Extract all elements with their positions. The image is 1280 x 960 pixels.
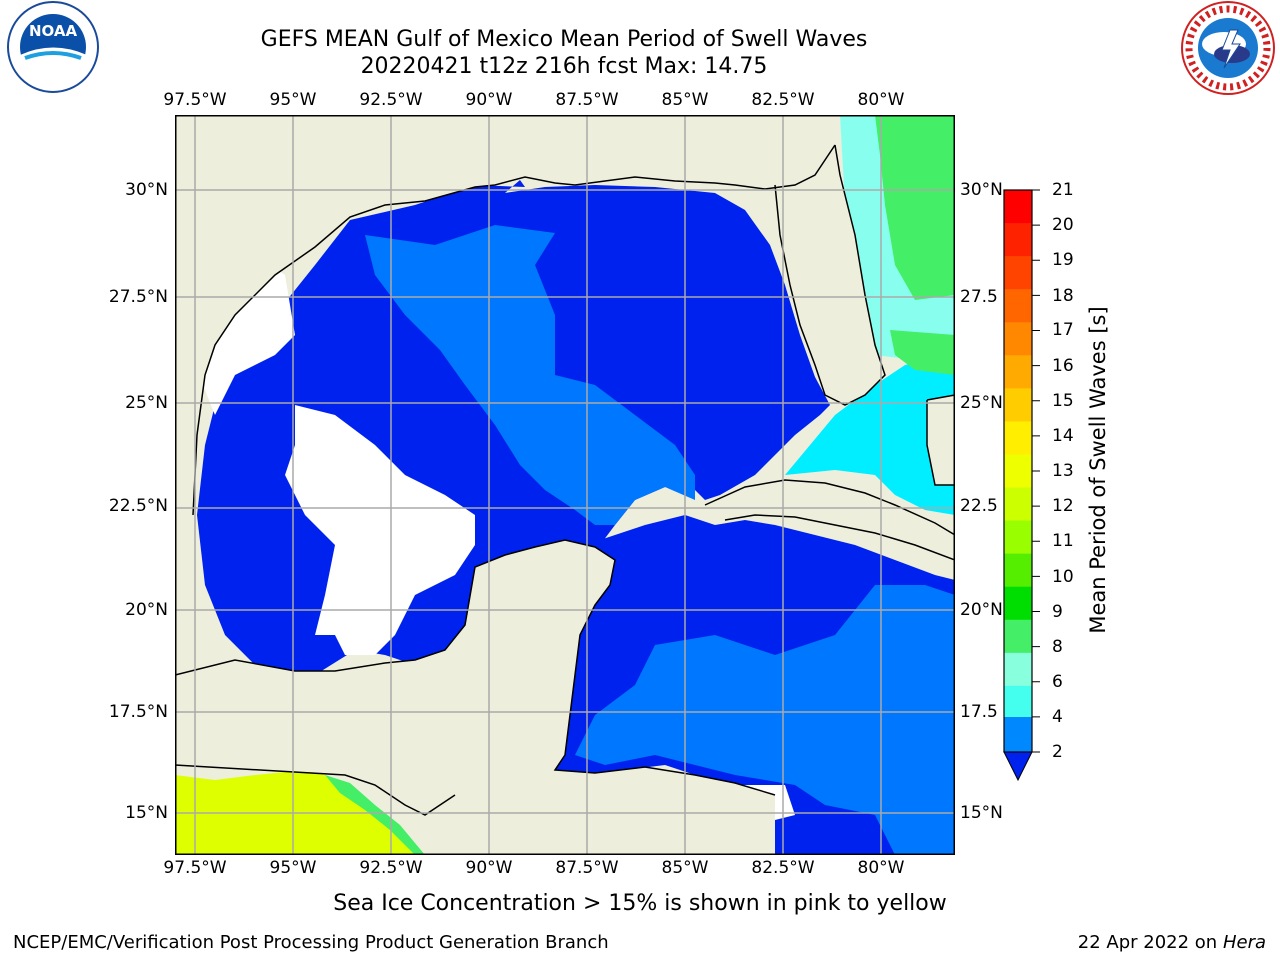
colorbar-tick-17: 17 [1052, 320, 1074, 340]
colorbar-tick-10: 10 [1052, 567, 1074, 587]
lat-tick-left-6: 15°N [125, 803, 168, 823]
lon-tick-top-0: 97.5°W [163, 90, 227, 110]
colorbar-segment [1004, 388, 1032, 422]
colorbar-segment [1004, 190, 1032, 224]
svg-text:NOAA: NOAA [29, 22, 78, 40]
swell-map [175, 115, 955, 855]
lat-tick-left-4: 20°N [125, 600, 168, 620]
colorbar-segment [1004, 553, 1032, 588]
lat-tick-right-4: 20°N [960, 600, 1003, 620]
coastline [175, 144, 955, 816]
colorbar-extend-arrow [1003, 751, 1033, 782]
footer-date-text: 22 Apr 2022 on [1077, 932, 1223, 953]
sea-ice-note: Sea Ice Concentration > 15% is shown in … [0, 891, 1280, 916]
lon-tick-bottom-1: 95°W [269, 858, 317, 878]
colorbar-segment [1004, 586, 1032, 621]
lat-tick-right-3: 22.5 [960, 496, 998, 516]
colorbar-segment [1004, 223, 1032, 257]
footer-machine: Hera [1222, 932, 1266, 953]
footer-date: 22 Apr 2022 on Hera [1078, 932, 1266, 953]
lon-tick-bottom-4: 87.5°W [555, 858, 619, 878]
map-title: GEFS MEAN Gulf of Mexico Mean Period of … [260, 27, 868, 52]
colorbar-tick-21: 21 [1052, 180, 1074, 200]
atlantic-swell-10-11 [875, 115, 955, 300]
lon-tick-top-7: 80°W [857, 90, 905, 110]
lon-tick-bottom-5: 85°W [661, 858, 709, 878]
colorbar-tick-16: 16 [1052, 356, 1074, 376]
lon-tick-bottom-2: 92.5°W [359, 858, 423, 878]
colorbar-segment [1004, 256, 1032, 290]
lon-tick-bottom-6: 82.5°W [751, 858, 815, 878]
pacific-swell-10-11 [325, 775, 425, 855]
land-bahamas [927, 395, 955, 485]
colorbar-tick-20: 20 [1052, 215, 1074, 235]
colorbar-segment [1004, 487, 1032, 522]
colorbar-segment [1004, 717, 1032, 752]
colorbar-tick-4: 4 [1052, 707, 1063, 727]
colorbar-segment [1004, 520, 1032, 555]
colorbar-segment [1004, 652, 1032, 687]
land-central-america [425, 767, 775, 855]
colorbar-tick-11: 11 [1052, 531, 1074, 551]
colorbar-tick-14: 14 [1052, 426, 1074, 446]
colorbar [1003, 189, 1040, 782]
colorbar-segment [1004, 454, 1032, 489]
colorbar-tick-18: 18 [1052, 286, 1074, 306]
lon-tick-top-1: 95°W [269, 90, 317, 110]
colorbar-tick-9: 9 [1052, 602, 1063, 622]
colorbar-segment [1004, 685, 1032, 720]
lat-tick-left-1: 27.5°N [108, 287, 168, 307]
lat-tick-left-5: 17.5°N [108, 702, 168, 722]
colorbar-tick-15: 15 [1052, 391, 1074, 411]
colorbar-segment [1004, 322, 1032, 356]
lon-tick-top-6: 82.5°W [751, 90, 815, 110]
lat-tick-right-1: 27.5 [960, 287, 998, 307]
caribbean-swell-4-6 [575, 585, 955, 855]
colorbar-tick-6: 6 [1052, 672, 1063, 692]
lon-tick-top-5: 85°W [661, 90, 709, 110]
colorbar-tick-19: 19 [1052, 250, 1074, 270]
colorbar-segment [1004, 619, 1032, 654]
lat-tick-left-0: 30°N [125, 180, 168, 200]
lat-tick-right-0: 30°N [960, 180, 1003, 200]
lat-tick-right-5: 17.5 [960, 702, 998, 722]
colorbar-segment [1004, 355, 1032, 389]
colorbar-tick-8: 8 [1052, 637, 1063, 657]
colorbar-segment [1004, 421, 1032, 455]
nws-logo [1176, 0, 1280, 104]
straits-swell-6-8 [785, 355, 955, 515]
footer-branch: NCEP/EMC/Verification Post Processing Pr… [13, 932, 609, 953]
lon-tick-top-2: 92.5°W [359, 90, 423, 110]
land-florida [775, 145, 885, 405]
lon-tick-top-4: 87.5°W [555, 90, 619, 110]
colorbar-title: Mean Period of Swell Waves [s] [1086, 306, 1110, 634]
colorbar-tick-13: 13 [1052, 461, 1074, 481]
noaa-logo: NOAA [5, 0, 105, 104]
gridlines [175, 115, 955, 855]
lat-tick-left-2: 25°N [125, 393, 168, 413]
atlantic-swell-10-11-south [890, 330, 955, 375]
sea-ice-note-text: Sea Ice Concentration > 15% is shown in … [333, 891, 947, 916]
lon-tick-bottom-7: 80°W [857, 858, 905, 878]
land-mexico-yucatan [175, 540, 615, 855]
colorbar-segment [1004, 289, 1032, 323]
lon-tick-top-3: 90°W [465, 90, 513, 110]
colorbar-tick-12: 12 [1052, 496, 1074, 516]
land-us-coast [175, 115, 835, 515]
map-subtitle: 20220421 t12z 216h fcst Max: 14.75 [360, 54, 768, 79]
lon-tick-bottom-0: 97.5°W [163, 858, 227, 878]
lon-tick-bottom-3: 90°W [465, 858, 513, 878]
gulf-no-data-center [285, 405, 475, 655]
lat-tick-right-2: 25°N [960, 393, 1003, 413]
land-cuba [705, 480, 955, 560]
gulf-swell-4-6 [365, 225, 695, 525]
lat-tick-right-6: 15°N [960, 803, 1003, 823]
colorbar-tick-2: 2 [1052, 742, 1063, 762]
lat-tick-left-3: 22.5°N [108, 496, 168, 516]
